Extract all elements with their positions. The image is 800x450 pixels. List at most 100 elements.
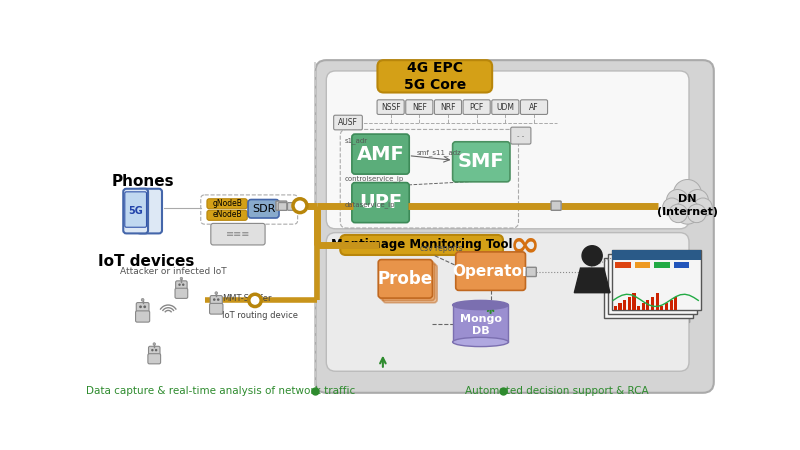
Text: IoT devices: IoT devices <box>98 254 194 270</box>
Text: controlservice_ip: controlservice_ip <box>345 176 404 182</box>
Bar <box>665 303 668 310</box>
Text: SDR: SDR <box>252 204 275 214</box>
Circle shape <box>180 277 182 280</box>
Bar <box>646 300 650 310</box>
FancyBboxPatch shape <box>600 262 689 322</box>
Text: IoT routing device: IoT routing device <box>222 311 298 320</box>
FancyBboxPatch shape <box>125 192 146 227</box>
Text: - -: - - <box>518 133 525 139</box>
Circle shape <box>669 204 687 223</box>
Circle shape <box>178 284 181 286</box>
FancyBboxPatch shape <box>492 100 519 114</box>
Bar <box>615 262 631 268</box>
Bar <box>623 300 626 310</box>
Text: ≡≡≡: ≡≡≡ <box>226 229 250 239</box>
Circle shape <box>293 199 307 212</box>
Circle shape <box>694 198 712 216</box>
Text: Probe: Probe <box>378 270 433 288</box>
FancyBboxPatch shape <box>340 235 503 255</box>
FancyBboxPatch shape <box>352 134 410 174</box>
FancyBboxPatch shape <box>211 223 265 245</box>
Text: Montimage Monitoring Tool: Montimage Monitoring Tool <box>331 238 512 252</box>
FancyBboxPatch shape <box>287 202 296 210</box>
FancyBboxPatch shape <box>510 127 531 144</box>
Text: NRF: NRF <box>440 103 456 112</box>
Text: Attacker or infected IoT: Attacker or infected IoT <box>120 267 227 276</box>
Bar <box>633 293 635 310</box>
FancyBboxPatch shape <box>383 264 437 303</box>
Bar <box>618 303 622 310</box>
FancyBboxPatch shape <box>326 233 689 371</box>
FancyBboxPatch shape <box>149 346 160 355</box>
Text: dataservice_ip: dataservice_ip <box>345 201 395 207</box>
Bar <box>634 262 650 268</box>
Text: Automated decision support & RCA: Automated decision support & RCA <box>466 386 649 396</box>
Text: ∞: ∞ <box>510 228 540 262</box>
Ellipse shape <box>453 301 509 310</box>
Text: s1_adr: s1_adr <box>345 137 368 144</box>
FancyBboxPatch shape <box>406 100 433 114</box>
FancyBboxPatch shape <box>377 100 404 114</box>
Circle shape <box>666 189 688 211</box>
FancyBboxPatch shape <box>608 254 697 314</box>
FancyBboxPatch shape <box>521 100 547 114</box>
FancyBboxPatch shape <box>123 189 148 234</box>
FancyBboxPatch shape <box>138 189 162 234</box>
Bar <box>660 306 663 310</box>
Bar <box>674 297 678 310</box>
Circle shape <box>142 298 144 301</box>
Text: NSSF: NSSF <box>381 103 401 112</box>
Text: PCF: PCF <box>470 103 484 112</box>
FancyBboxPatch shape <box>611 250 701 310</box>
Circle shape <box>217 298 219 301</box>
Text: 5G: 5G <box>128 206 143 216</box>
Text: AMF: AMF <box>357 144 405 164</box>
FancyBboxPatch shape <box>175 288 188 298</box>
Bar <box>611 250 701 260</box>
FancyBboxPatch shape <box>210 303 223 314</box>
FancyBboxPatch shape <box>434 100 462 114</box>
Ellipse shape <box>453 338 509 346</box>
FancyBboxPatch shape <box>207 199 247 209</box>
Text: MMT-Sniffer: MMT-Sniffer <box>222 294 272 303</box>
Text: 4G EPC
5G Core: 4G EPC 5G Core <box>404 61 466 92</box>
Text: DN
(Internet): DN (Internet) <box>657 194 718 217</box>
Bar <box>656 293 658 310</box>
Circle shape <box>153 343 155 345</box>
Bar <box>642 303 645 310</box>
Bar <box>628 297 631 310</box>
Circle shape <box>582 246 602 266</box>
FancyBboxPatch shape <box>378 260 433 298</box>
Circle shape <box>249 294 261 306</box>
Circle shape <box>151 349 154 351</box>
FancyBboxPatch shape <box>278 202 286 210</box>
Text: eNodeB: eNodeB <box>212 211 242 220</box>
Circle shape <box>143 306 146 308</box>
Circle shape <box>155 349 158 351</box>
Polygon shape <box>574 268 610 292</box>
Circle shape <box>213 298 215 301</box>
Text: Operator: Operator <box>452 264 530 279</box>
FancyBboxPatch shape <box>136 302 149 312</box>
FancyBboxPatch shape <box>463 100 490 114</box>
FancyBboxPatch shape <box>210 296 222 305</box>
Bar <box>674 262 689 268</box>
Text: Phones: Phones <box>111 174 174 189</box>
FancyBboxPatch shape <box>352 183 410 223</box>
FancyBboxPatch shape <box>176 281 187 290</box>
Bar <box>614 306 617 310</box>
Text: AF: AF <box>529 103 539 112</box>
FancyBboxPatch shape <box>456 252 526 290</box>
FancyBboxPatch shape <box>315 60 714 393</box>
FancyBboxPatch shape <box>334 115 362 130</box>
Circle shape <box>662 198 682 216</box>
FancyBboxPatch shape <box>148 354 161 364</box>
Text: UPF: UPF <box>359 193 402 212</box>
Text: Data capture & real-time analysis of network traffic: Data capture & real-time analysis of net… <box>86 386 354 396</box>
FancyBboxPatch shape <box>378 60 492 93</box>
Circle shape <box>215 292 218 294</box>
Text: NEF: NEF <box>412 103 426 112</box>
Bar <box>453 305 509 342</box>
Bar <box>637 306 640 310</box>
Bar <box>654 262 670 268</box>
